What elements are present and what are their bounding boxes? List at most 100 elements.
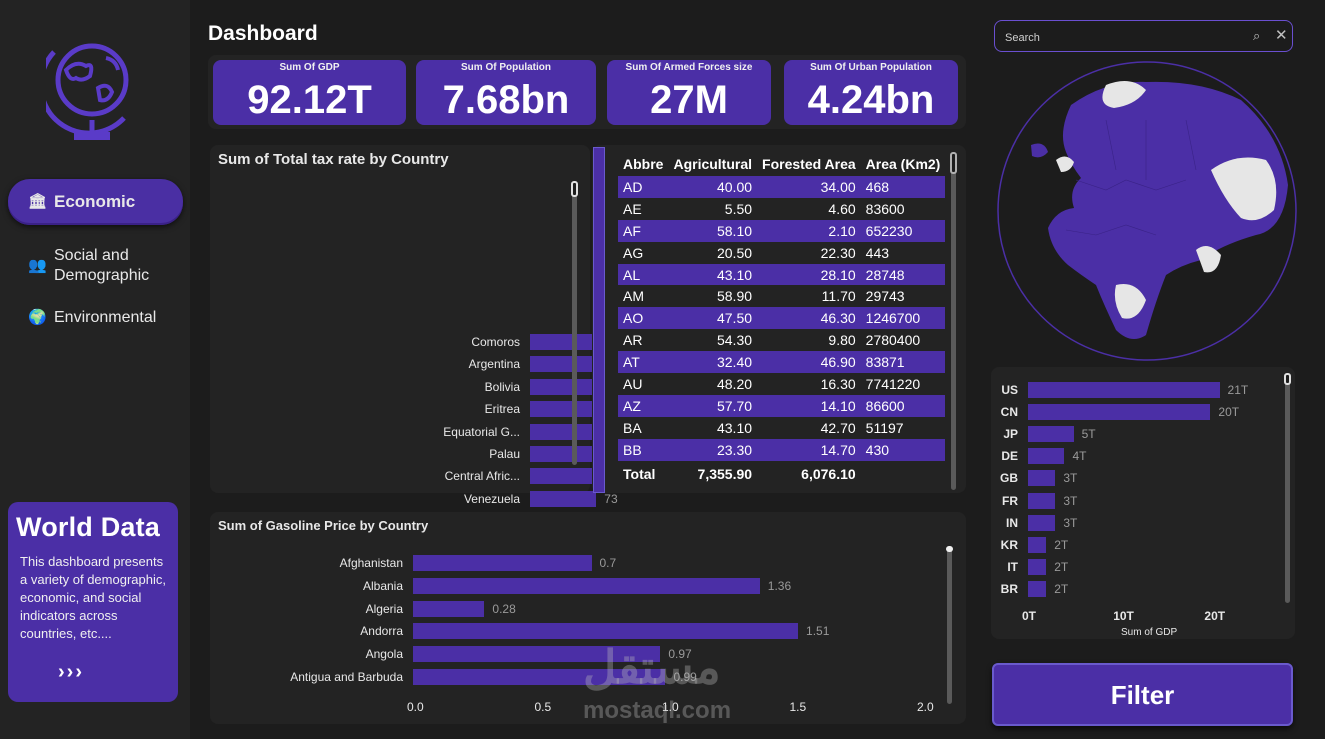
table-scroll-thumb[interactable]: [950, 152, 957, 174]
table-cell: 43.10: [668, 263, 758, 286]
table-cell: AR: [623, 332, 643, 349]
bar[interactable]: [1028, 580, 1047, 597]
bar-category-label: BR: [1000, 581, 1018, 596]
table-row[interactable]: AF 58.10 2.10 652230: [618, 219, 946, 242]
table-side-strip: [593, 147, 605, 493]
table-header-row: Abbre Agricultural Forested Area Area (K…: [618, 152, 945, 176]
gdp-chart-scrollbar[interactable]: [1285, 375, 1290, 603]
table-row[interactable]: AD 40.00 34.00 468: [618, 176, 946, 198]
table-row[interactable]: AZ 57.70 14.10 86600: [618, 394, 946, 417]
gasoline-chart-scrollbar[interactable]: [947, 546, 952, 704]
kpi-label: Sum Of Urban Population: [810, 62, 932, 73]
bar[interactable]: [530, 423, 602, 440]
table-cell: 22.30: [820, 244, 856, 261]
x-axis-tick-label: 10T: [1113, 609, 1134, 623]
table-cell: 23.30: [668, 438, 758, 461]
table-cell: 28748: [860, 263, 946, 286]
nav-environmental[interactable]: 🌍 Environmental: [28, 308, 156, 328]
search-icon[interactable]: ⌕: [1253, 28, 1261, 43]
bar[interactable]: [413, 555, 592, 571]
gasoline-chart-scroll-thumb[interactable]: [946, 546, 953, 552]
earth-icon: 🌍: [28, 309, 47, 326]
table-cell: 14.10: [757, 394, 861, 417]
bar[interactable]: [1028, 536, 1047, 553]
bar[interactable]: [413, 669, 666, 685]
table-row[interactable]: AU 48.20 16.30 7741220: [618, 373, 945, 395]
bar[interactable]: [530, 490, 597, 507]
bar-value-label: 3T: [1063, 515, 1078, 530]
table-cell: AT: [618, 351, 669, 374]
table-total-cell: [861, 461, 946, 487]
bar[interactable]: [413, 577, 760, 594]
table-header[interactable]: Agricultural: [673, 156, 753, 172]
bar-value-label: 0.28: [492, 601, 516, 616]
gdp-chart-scroll-thumb[interactable]: [1284, 373, 1291, 385]
bar-category-label: Equatorial G...: [443, 424, 520, 439]
gasoline-chart-title: Sum of Gasoline Price by Country: [218, 518, 429, 533]
close-icon[interactable]: ✕: [1275, 27, 1288, 44]
bar[interactable]: [1028, 404, 1211, 421]
nav-social-demographic[interactable]: 👥 Social and Demographic: [28, 246, 174, 286]
table-header[interactable]: Forested Area: [762, 156, 856, 172]
table-cell: 32.40: [668, 351, 758, 374]
sidebar: 🏛 Economic 👥 Social and Demographic 🌍 En…: [0, 0, 190, 739]
table-header[interactable]: Abbre: [623, 156, 664, 172]
bar[interactable]: [530, 468, 597, 485]
bar-value-label: 0.97: [668, 647, 692, 662]
bar-value-label: 3T: [1063, 493, 1078, 508]
table-cell: AZ: [618, 394, 669, 417]
nav-economic[interactable]: 🏛 Economic: [8, 179, 183, 225]
bar[interactable]: [1028, 492, 1056, 509]
bar[interactable]: [530, 378, 607, 395]
table-row[interactable]: BA 43.10 42.70 51197: [618, 417, 945, 439]
bar[interactable]: [1028, 470, 1056, 487]
table-row[interactable]: AG 20.50 22.30 443: [618, 242, 945, 264]
table-cell: AF: [618, 219, 669, 242]
bar-category-label: IN: [1006, 515, 1018, 530]
bar-value-label: 2T: [1054, 581, 1069, 596]
table-row[interactable]: AM 58.90 11.70 29743: [618, 285, 945, 307]
bar[interactable]: [413, 600, 485, 617]
table-row[interactable]: AT 32.40 46.90 83871: [618, 351, 946, 374]
table-row[interactable]: AR 54.30 9.80 2780400: [618, 329, 945, 351]
table-row[interactable]: AL 43.10 28.10 28748: [618, 263, 946, 286]
bar[interactable]: [530, 401, 607, 418]
search-input[interactable]: Search ⌕ ✕: [994, 20, 1293, 52]
bar-category-label: KR: [1000, 537, 1018, 552]
bar-category-label: Central Afric...: [444, 469, 520, 484]
bar-category-label: US: [1001, 383, 1018, 397]
table-row[interactable]: BB 23.30 14.70 430: [618, 438, 946, 461]
bar-category-label: Argentina: [468, 357, 520, 372]
bar-category-label: Algeria: [365, 601, 403, 616]
bar[interactable]: [1028, 426, 1074, 443]
bar-category-label: IT: [1007, 559, 1018, 574]
table-cell: 51197: [865, 419, 904, 436]
table-cell: 42.70: [820, 419, 856, 436]
world-map[interactable]: [996, 60, 1298, 362]
people-icon: 👥: [28, 257, 47, 274]
bank-icon: 🏛: [28, 193, 48, 210]
table-cell: BB: [618, 438, 669, 461]
bar-category-label: Angola: [365, 647, 403, 662]
bar[interactable]: [1028, 382, 1220, 398]
bar[interactable]: [1028, 558, 1047, 575]
table-row[interactable]: AO 47.50 46.30 1246700: [618, 307, 946, 330]
bar[interactable]: [413, 623, 799, 640]
table-cell: 2.10: [757, 219, 861, 242]
arrows-button[interactable]: ›››: [58, 661, 84, 683]
bar[interactable]: [530, 446, 600, 462]
tax-chart-scrollbar[interactable]: [572, 181, 577, 465]
table-scrollbar[interactable]: [951, 152, 956, 490]
kpi-label: Sum Of Population: [461, 62, 551, 73]
kpi-label: Sum Of GDP: [279, 62, 340, 73]
kpi-card-population: Sum Of Population 7.68bn: [416, 60, 596, 125]
filter-button[interactable]: Filter: [992, 663, 1293, 726]
table-header[interactable]: Area (Km2): [865, 156, 941, 172]
bar[interactable]: [413, 646, 661, 663]
bar[interactable]: [1028, 514, 1056, 531]
table-cell: 1246700: [860, 307, 946, 330]
tax-chart-scroll-thumb[interactable]: [571, 181, 578, 197]
table-cell: 443: [865, 244, 890, 261]
table-row[interactable]: AE 5.50 4.60 83600: [618, 198, 945, 220]
bar[interactable]: [1028, 448, 1065, 465]
